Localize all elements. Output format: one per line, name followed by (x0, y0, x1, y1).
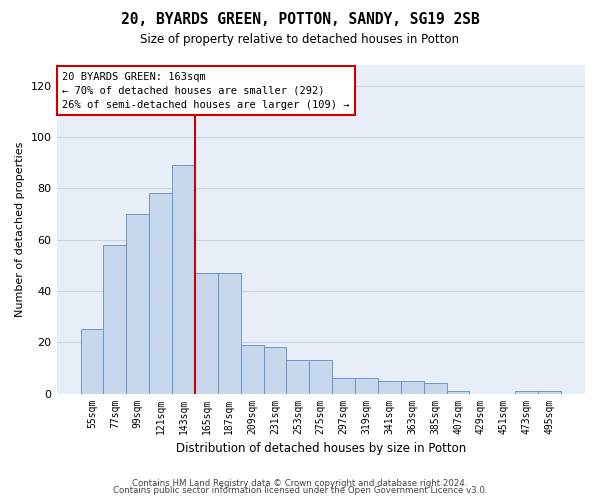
Bar (310, 360, 332, 394)
Y-axis label: Number of detached properties: Number of detached properties (15, 142, 25, 317)
Bar (378, 380, 401, 394)
Bar (127, 214, 149, 394)
Bar (241, 345, 263, 394)
Bar (401, 380, 424, 394)
Bar (218, 273, 241, 394)
Bar (538, 391, 561, 394)
Bar (172, 165, 195, 394)
X-axis label: Distribution of detached houses by size in Potton: Distribution of detached houses by size … (176, 442, 466, 455)
Bar (286, 360, 310, 394)
Bar (355, 378, 378, 394)
Bar (332, 378, 355, 394)
Bar (263, 348, 286, 394)
Bar (149, 194, 172, 394)
Text: Size of property relative to detached houses in Potton: Size of property relative to detached ho… (140, 32, 460, 46)
Text: Contains HM Land Registry data © Crown copyright and database right 2024.: Contains HM Land Registry data © Crown c… (132, 478, 468, 488)
Bar (424, 384, 446, 394)
Bar (103, 244, 127, 394)
Bar (446, 391, 469, 394)
Bar (195, 273, 218, 394)
Text: 20, BYARDS GREEN, POTTON, SANDY, SG19 2SB: 20, BYARDS GREEN, POTTON, SANDY, SG19 2S… (121, 12, 479, 28)
Text: Contains public sector information licensed under the Open Government Licence v3: Contains public sector information licen… (113, 486, 487, 495)
Bar (80, 330, 103, 394)
Text: 20 BYARDS GREEN: 163sqm
← 70% of detached houses are smaller (292)
26% of semi-d: 20 BYARDS GREEN: 163sqm ← 70% of detache… (62, 72, 349, 110)
Bar (515, 391, 538, 394)
